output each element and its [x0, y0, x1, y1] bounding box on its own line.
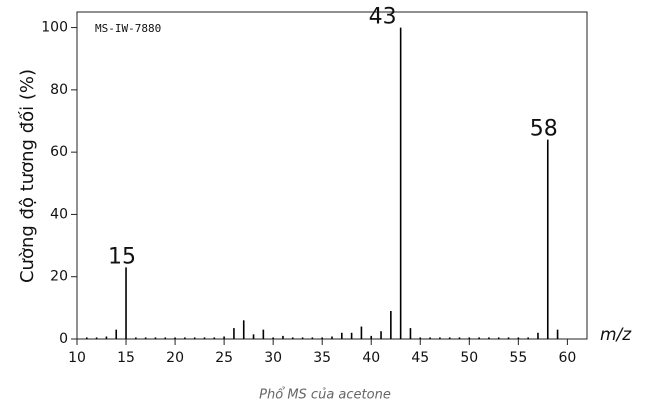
x-tick-label: 45	[411, 350, 429, 366]
x-tick-label: 30	[264, 350, 282, 366]
y-tick-label: 100	[41, 20, 68, 36]
x-tick-label: 40	[362, 350, 380, 366]
peak-label: 58	[530, 117, 558, 142]
x-tick-label: 20	[166, 350, 184, 366]
y-tick-label: 80	[50, 82, 68, 98]
y-axis-label: Cường độ tương đối (%)	[17, 69, 38, 283]
peak-label: 15	[108, 244, 136, 269]
y-tick-label: 60	[50, 144, 68, 160]
x-axis-label: m/z	[600, 325, 632, 345]
y-tick-label: 0	[59, 331, 68, 347]
x-tick-label: 35	[313, 350, 331, 366]
plot-frame	[76, 11, 588, 340]
x-tick-label: 55	[509, 350, 527, 366]
caption: Phổ MS của acetone	[259, 388, 391, 403]
x-tick-label: 25	[215, 350, 233, 366]
x-tick-label: 50	[460, 350, 478, 366]
peak-label: 43	[369, 5, 397, 30]
annotation: MS-IW-7880	[95, 22, 161, 35]
y-tick-label: 20	[50, 269, 68, 285]
x-tick-label: 15	[117, 350, 135, 366]
x-tick-label: 60	[558, 350, 576, 366]
x-tick-label: 10	[68, 350, 86, 366]
y-tick-label: 40	[50, 206, 68, 222]
